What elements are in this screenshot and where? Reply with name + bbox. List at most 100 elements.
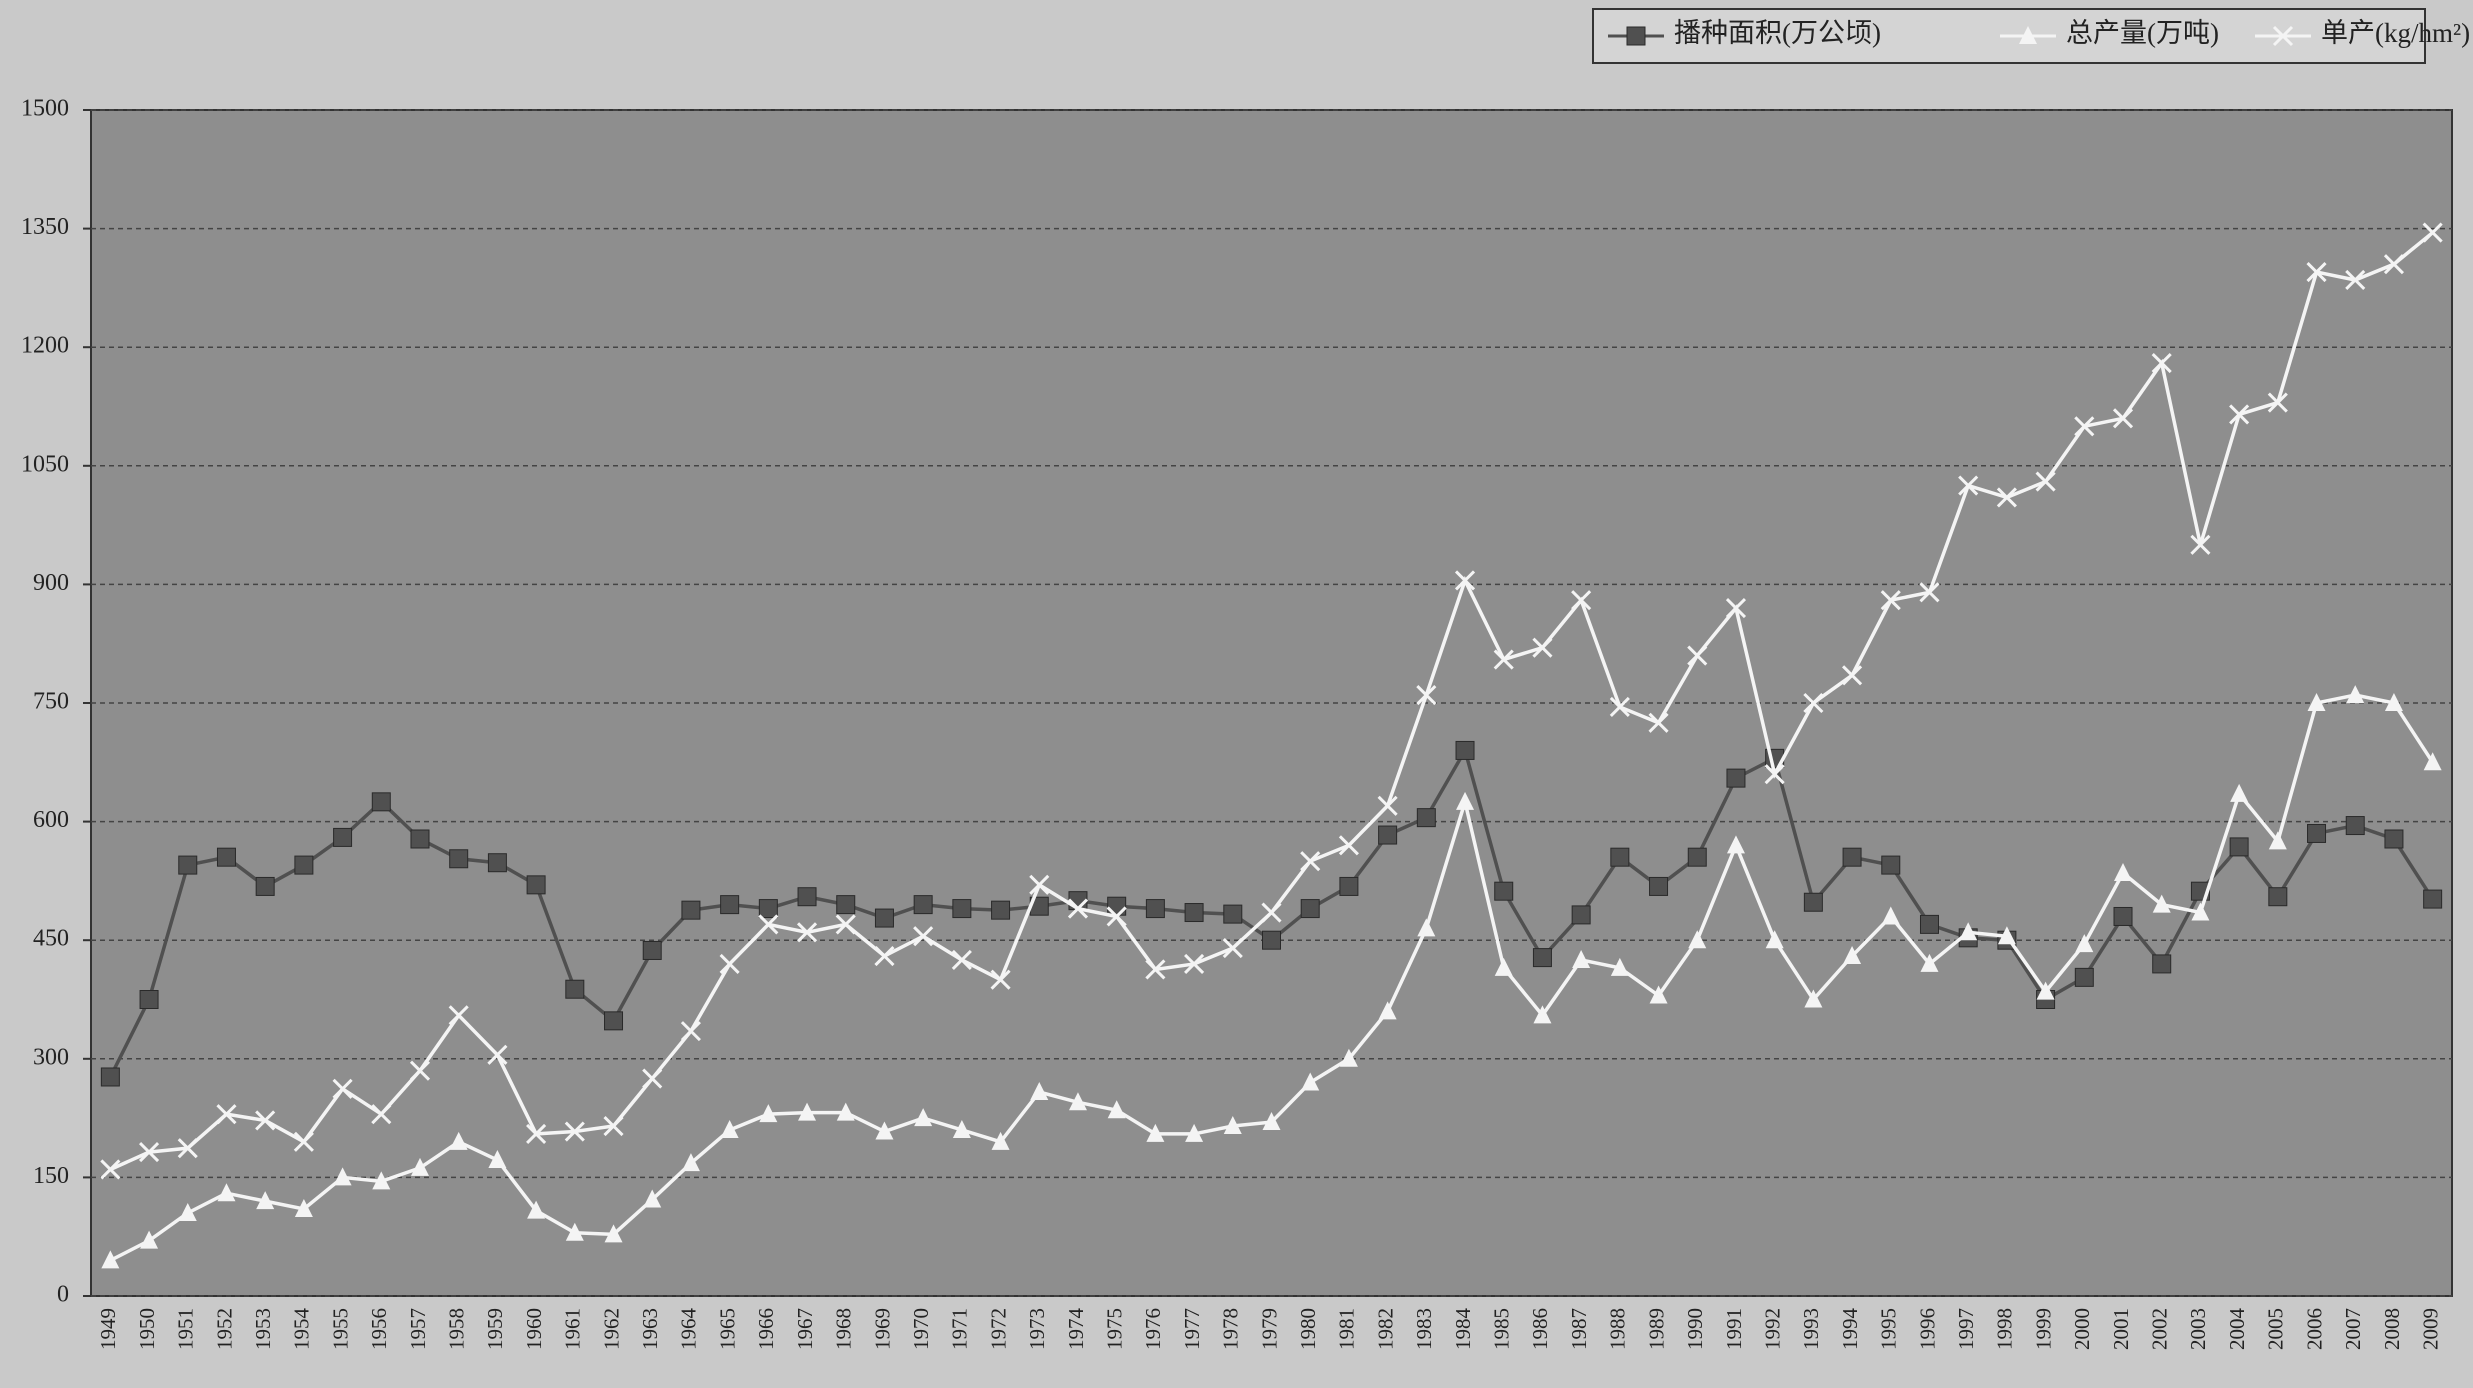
marker: [140, 1230, 159, 1249]
x-tick-label: 1970: [909, 1308, 933, 1350]
marker: [914, 1108, 933, 1127]
marker: [1648, 712, 1669, 733]
marker: [2307, 823, 2327, 843]
marker: [1223, 904, 1243, 924]
x-tick-label: 1998: [1993, 1308, 2017, 1350]
marker: [642, 1068, 663, 1089]
marker: [2267, 392, 2288, 413]
marker: [1842, 665, 1863, 686]
x-tick-label: 1988: [1606, 1308, 1630, 1350]
marker: [2346, 685, 2365, 704]
marker: [1532, 948, 1552, 968]
marker: [603, 1115, 624, 1137]
marker: [836, 895, 856, 915]
x-tick-label: 1993: [1799, 1308, 1823, 1350]
legend-marker: [1626, 26, 1646, 46]
marker: [333, 827, 353, 847]
marker: [1571, 905, 1591, 925]
x-tick-label: 1966: [754, 1308, 778, 1350]
marker: [1417, 918, 1436, 937]
legend-label: 单产(kg/hm²): [2321, 18, 2470, 48]
marker: [216, 847, 236, 867]
x-tick-label: 1958: [445, 1308, 469, 1350]
marker: [991, 900, 1011, 920]
x-tick-label: 1992: [1760, 1308, 1784, 1350]
x-tick-label: 1974: [1064, 1308, 1088, 1351]
marker: [1843, 946, 1862, 965]
marker: [1030, 1082, 1049, 1101]
x-tick-label: 1987: [1567, 1308, 1591, 1350]
marker: [1223, 1116, 1242, 1135]
x-tick-label: 1977: [1180, 1308, 1204, 1350]
x-tick-label: 1953: [251, 1308, 275, 1350]
x-tick-label: 1981: [1335, 1308, 1359, 1350]
marker: [1184, 903, 1204, 923]
marker: [1571, 590, 1592, 611]
marker: [449, 1131, 468, 1150]
marker: [2345, 816, 2365, 836]
marker: [2384, 693, 2403, 711]
marker: [488, 1150, 507, 1169]
marker: [1958, 475, 1979, 496]
marker: [1726, 835, 1745, 854]
legend-label: 总产量(万吨): [2066, 18, 2219, 48]
marker: [1339, 1048, 1358, 1067]
marker: [565, 1222, 584, 1241]
marker: [604, 1011, 624, 1031]
marker: [1919, 914, 1939, 934]
marker: [1378, 1001, 1397, 1020]
x-tick-label: 1971: [948, 1308, 972, 1350]
marker: [1842, 847, 1862, 867]
marker: [1300, 899, 1320, 919]
marker: [1146, 1123, 1165, 1142]
marker: [604, 1224, 623, 1243]
marker: [2268, 831, 2287, 850]
marker: [836, 1102, 855, 1121]
marker: [1996, 487, 2017, 508]
x-tick-label: 2006: [2302, 1308, 2326, 1350]
marker: [139, 990, 159, 1009]
marker: [952, 899, 972, 919]
marker: [527, 1200, 546, 1219]
marker: [526, 875, 546, 895]
marker: [1377, 795, 1398, 816]
y-tick-label: 1350: [21, 214, 69, 240]
marker: [410, 829, 430, 849]
marker: [256, 1191, 275, 1210]
y-tick-label: 0: [57, 1282, 69, 1308]
marker: [101, 1250, 120, 1269]
marker: [1649, 985, 1668, 1004]
x-tick-label: 1997: [1954, 1308, 1978, 1350]
marker: [1919, 582, 1940, 603]
legend-marker: [2019, 26, 2037, 44]
marker: [2151, 352, 2172, 374]
marker: [952, 1119, 971, 1138]
marker: [874, 908, 894, 928]
marker: [1300, 851, 1321, 872]
x-tick-label: 1984: [1451, 1308, 1475, 1351]
x-tick-label: 1969: [870, 1308, 894, 1350]
x-tick-label: 1982: [1373, 1308, 1397, 1350]
marker: [1107, 896, 1127, 916]
x-tick-label: 1964: [677, 1308, 701, 1351]
marker: [1416, 808, 1436, 828]
marker: [1997, 926, 2016, 945]
x-tick-label: 1954: [290, 1308, 314, 1351]
marker: [1533, 1005, 1552, 1024]
marker: [1494, 881, 1514, 901]
x-tick-label: 1961: [561, 1308, 585, 1350]
marker: [2423, 752, 2442, 771]
marker: [1765, 930, 1784, 949]
marker: [487, 853, 507, 873]
x-tick-label: 2002: [2148, 1308, 2172, 1350]
marker: [255, 876, 275, 896]
marker: [1803, 692, 1824, 714]
legend-marker: [2272, 25, 2294, 47]
marker: [1881, 906, 1900, 925]
x-tick-label: 1980: [1296, 1308, 1320, 1350]
marker: [2075, 934, 2094, 953]
marker: [2422, 222, 2443, 243]
marker: [759, 1104, 778, 1123]
marker: [217, 1183, 236, 1202]
